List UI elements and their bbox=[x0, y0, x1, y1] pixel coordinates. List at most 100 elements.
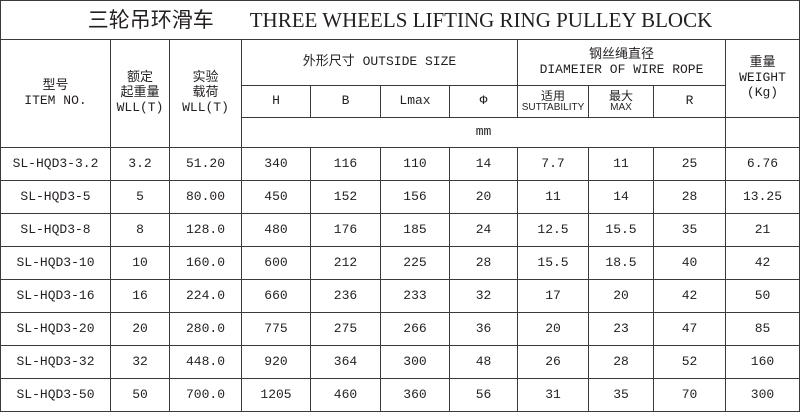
cell-test-load: 80.00 bbox=[169, 180, 242, 214]
cell-r: 40 bbox=[653, 246, 726, 280]
cell-h: 450 bbox=[241, 180, 311, 214]
cell-rope-suitability: 12.5 bbox=[517, 213, 589, 247]
cell-wll: 3.2 bbox=[110, 147, 170, 181]
header-b: B bbox=[310, 85, 381, 118]
cell-weight: 160 bbox=[725, 345, 800, 379]
cell-weight: 21 bbox=[725, 213, 800, 247]
cell-weight: 85 bbox=[725, 312, 800, 346]
header-phi: Φ bbox=[449, 85, 518, 118]
cell-lmax: 360 bbox=[380, 378, 450, 412]
cell-lmax: 300 bbox=[380, 345, 450, 379]
cell-rope-max: 14 bbox=[588, 180, 654, 214]
header-wll-cn2: 起重量 bbox=[120, 85, 160, 101]
cell-rope-max: 18.5 bbox=[588, 246, 654, 280]
cell-wll: 20 bbox=[110, 312, 170, 346]
header-wll-en: WLL(T) bbox=[116, 99, 164, 115]
cell-item-no: SL-HQD3-8 bbox=[0, 213, 111, 247]
header-max-cn: 最大 bbox=[608, 88, 633, 103]
header-suit-cn: 适用 bbox=[540, 88, 565, 103]
table-title: 三轮吊环滑车 THREE WHEELS LIFTING RING PULLEY B… bbox=[0, 0, 800, 40]
cell-phi: 32 bbox=[449, 279, 518, 313]
cell-weight: 50 bbox=[725, 279, 800, 313]
header-max: 最大 MAX bbox=[588, 85, 654, 118]
unit-empty bbox=[725, 117, 800, 148]
cell-rope-max: 20 bbox=[588, 279, 654, 313]
cell-rope-suitability: 31 bbox=[517, 378, 589, 412]
cell-wll: 10 bbox=[110, 246, 170, 280]
header-item-cn: 型号 bbox=[42, 77, 69, 93]
header-test-load: 实验 载荷 WLL(T) bbox=[169, 39, 242, 148]
cell-lmax: 110 bbox=[380, 147, 450, 181]
header-weight-cn: 重量 bbox=[749, 55, 776, 71]
cell-test-load: 160.0 bbox=[169, 246, 242, 280]
cell-r: 28 bbox=[653, 180, 726, 214]
cell-phi: 14 bbox=[449, 147, 518, 181]
cell-phi: 36 bbox=[449, 312, 518, 346]
cell-wll: 8 bbox=[110, 213, 170, 247]
cell-b: 275 bbox=[310, 312, 381, 346]
cell-rope-suitability: 17 bbox=[517, 279, 589, 313]
cell-h: 920 bbox=[241, 345, 311, 379]
header-outside-size: 外形尺寸 OUTSIDE SIZE bbox=[241, 39, 518, 86]
cell-lmax: 156 bbox=[380, 180, 450, 214]
cell-item-no: SL-HQD3-50 bbox=[0, 378, 111, 412]
cell-b: 152 bbox=[310, 180, 381, 214]
cell-h: 340 bbox=[241, 147, 311, 181]
cell-rope-suitability: 20 bbox=[517, 312, 589, 346]
cell-phi: 48 bbox=[449, 345, 518, 379]
cell-test-load: 700.0 bbox=[169, 378, 242, 412]
cell-b: 236 bbox=[310, 279, 381, 313]
cell-weight: 42 bbox=[725, 246, 800, 280]
cell-wll: 32 bbox=[110, 345, 170, 379]
cell-b: 364 bbox=[310, 345, 381, 379]
cell-item-no: SL-HQD3-16 bbox=[0, 279, 111, 313]
header-suitability: 适用 SUTTABILITY bbox=[517, 85, 589, 118]
unit-mm: mm bbox=[241, 117, 726, 148]
cell-b: 116 bbox=[310, 147, 381, 181]
table-row: SL-HQD3-3.2 3.2 51.20 340 116 110 14 7.7 11 25 6.7… bbox=[0, 147, 800, 181]
header-rope: 钢丝绳直径 DIAMEIER OF WIRE ROPE bbox=[517, 39, 726, 86]
table-row: SL-HQD3-5 5 80.00 450 152 156 20 11 14 28 13.25 bbox=[0, 180, 800, 214]
title-cn: 三轮吊环滑车 bbox=[87, 7, 214, 32]
cell-weight: 6.76 bbox=[725, 147, 800, 181]
header-test-cn2: 载荷 bbox=[192, 85, 219, 101]
table-row: SL-HQD3-8 8 128.0 480 176 185 24 12.5 15.5 35 21 bbox=[0, 213, 800, 247]
cell-rope-max: 15.5 bbox=[588, 213, 654, 247]
header-weight: 重量 WEIGHT (Kg) bbox=[725, 39, 800, 118]
table-row: SL-HQD3-50 50 700.0 1205 460 360 56 31 35 70 300 bbox=[0, 378, 800, 412]
header-item: 型号 ITEM NO. bbox=[0, 39, 111, 148]
header-rope-cn: 钢丝绳直径 bbox=[588, 46, 654, 62]
cell-weight: 300 bbox=[725, 378, 800, 412]
cell-h: 480 bbox=[241, 213, 311, 247]
cell-h: 660 bbox=[241, 279, 311, 313]
cell-h: 1205 bbox=[241, 378, 311, 412]
table-row: SL-HQD3-10 10 160.0 600 212 225 28 15.5 18.5 40 42 bbox=[0, 246, 800, 280]
header-lmax: Lmax bbox=[380, 85, 450, 118]
cell-r: 70 bbox=[653, 378, 726, 412]
cell-b: 212 bbox=[310, 246, 381, 280]
cell-test-load: 448.0 bbox=[169, 345, 242, 379]
cell-r: 52 bbox=[653, 345, 726, 379]
cell-lmax: 266 bbox=[380, 312, 450, 346]
cell-weight: 13.25 bbox=[725, 180, 800, 214]
cell-rope-suitability: 11 bbox=[517, 180, 589, 214]
cell-rope-max: 23 bbox=[588, 312, 654, 346]
cell-h: 775 bbox=[241, 312, 311, 346]
cell-item-no: SL-HQD3-3.2 bbox=[0, 147, 111, 181]
cell-wll: 5 bbox=[110, 180, 170, 214]
cell-h: 600 bbox=[241, 246, 311, 280]
cell-test-load: 280.0 bbox=[169, 312, 242, 346]
title-en: THREE WHEELS LIFTING RING PULLEY BLOCK bbox=[249, 7, 713, 32]
header-weight-en: WEIGHT bbox=[739, 70, 786, 86]
header-wll: 额定 起重量 WLL(T) bbox=[110, 39, 170, 148]
cell-item-no: SL-HQD3-20 bbox=[0, 312, 111, 346]
cell-rope-suitability: 26 bbox=[517, 345, 589, 379]
header-suit-en: SUTTABILITY bbox=[521, 101, 585, 113]
cell-lmax: 185 bbox=[380, 213, 450, 247]
table-row: SL-HQD3-32 32 448.0 920 364 300 48 26 28 52 160 bbox=[0, 345, 800, 379]
cell-test-load: 128.0 bbox=[169, 213, 242, 247]
cell-r: 42 bbox=[653, 279, 726, 313]
header-test-cn1: 实验 bbox=[192, 70, 219, 86]
cell-lmax: 233 bbox=[380, 279, 450, 313]
header-item-en: ITEM NO. bbox=[24, 92, 87, 108]
